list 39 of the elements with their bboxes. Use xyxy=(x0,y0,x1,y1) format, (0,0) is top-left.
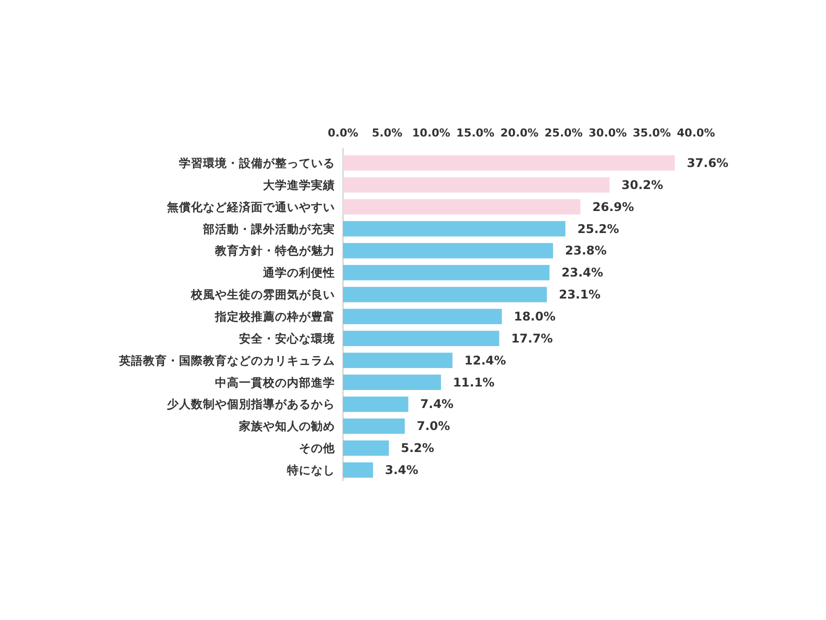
tick-label: 20.0% xyxy=(500,126,539,140)
category-label: 特になし xyxy=(287,463,335,478)
value-label: 23.1% xyxy=(558,288,600,302)
category-label: 指定校推薦の枠が豊富 xyxy=(215,310,335,324)
value-label: 12.4% xyxy=(464,353,506,368)
category-label: その他 xyxy=(299,441,335,456)
tick-label: 30.0% xyxy=(588,126,627,140)
value-label: 18.0% xyxy=(514,310,556,324)
category-label: 家族や知人の勧め xyxy=(239,419,335,434)
tick-label: 35.0% xyxy=(632,126,671,140)
category-label: 教育方針・特色が魅力 xyxy=(215,244,335,258)
value-label: 25.2% xyxy=(577,222,620,236)
value-label: 7.0% xyxy=(416,419,450,434)
value-label: 30.2% xyxy=(622,178,664,192)
value-label: 5.2% xyxy=(400,441,434,456)
value-label: 3.4% xyxy=(385,463,418,478)
value-label: 17.7% xyxy=(511,331,553,346)
tick-label: 15.0% xyxy=(456,126,494,140)
value-label: 23.4% xyxy=(562,266,604,280)
tick-label: 25.0% xyxy=(544,126,583,140)
tick-label: 0.0% xyxy=(328,126,358,140)
tick-label: 10.0% xyxy=(412,126,450,140)
value-label: 23.8% xyxy=(565,244,607,258)
category-label: 通学の利便性 xyxy=(263,266,335,280)
category-label: 英語教育・国際教育などのカリキュラム xyxy=(119,353,335,368)
category-label: 校風や生徒の雰囲気が良い xyxy=(191,288,335,302)
value-label: 7.4% xyxy=(420,397,454,412)
tick-label: 5.0% xyxy=(372,126,402,140)
category-label: 部活動・課外活動が充実 xyxy=(203,222,335,236)
value-label: 37.6% xyxy=(686,156,728,170)
tick-label: 40.0% xyxy=(676,126,716,140)
category-label: 中高一貫校の内部進学 xyxy=(215,375,335,390)
value-label: 26.9% xyxy=(592,200,634,214)
category-label: 大学進学実績 xyxy=(263,178,335,192)
category-label: 無償化など経済面で通いやすい xyxy=(167,200,335,214)
value-label: 11.1% xyxy=(452,375,495,390)
category-label: 少人数制や個別指導があるから xyxy=(167,397,335,412)
category-label: 安全・安心な環境 xyxy=(239,331,335,346)
category-label: 学習環境・設備が整っている xyxy=(179,156,335,170)
